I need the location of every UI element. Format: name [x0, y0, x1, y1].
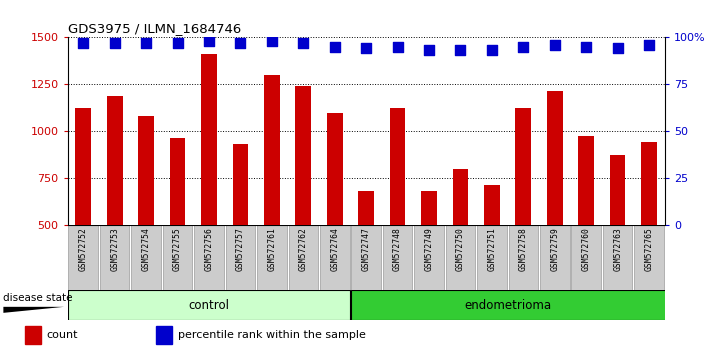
Text: GSM572764: GSM572764	[330, 227, 339, 271]
Point	[109, 40, 120, 46]
Text: GSM572750: GSM572750	[456, 227, 465, 271]
Bar	[132, 225, 161, 292]
Text: GSM572757: GSM572757	[236, 227, 245, 271]
Bar	[484, 185, 500, 319]
Bar	[634, 225, 664, 292]
Bar	[163, 225, 193, 292]
Point	[235, 40, 246, 46]
Text: count: count	[46, 330, 77, 341]
Text: GSM572763: GSM572763	[613, 227, 622, 271]
Point	[549, 42, 560, 47]
Bar	[603, 225, 632, 292]
Bar	[25, 326, 41, 344]
Text: disease state: disease state	[4, 293, 73, 303]
Text: GSM572759: GSM572759	[550, 227, 560, 271]
Bar	[138, 116, 154, 319]
Text: GSM572749: GSM572749	[424, 227, 434, 271]
Point	[203, 38, 215, 44]
Bar	[540, 225, 570, 292]
Text: GSM572755: GSM572755	[173, 227, 182, 271]
Bar	[264, 75, 279, 319]
Text: control: control	[188, 299, 230, 312]
Point	[612, 46, 624, 51]
Bar	[170, 138, 186, 319]
Point	[518, 44, 529, 50]
Bar	[572, 225, 601, 292]
Bar	[194, 225, 224, 292]
Bar	[257, 225, 287, 292]
Text: GSM572748: GSM572748	[393, 227, 402, 271]
Text: endometrioma: endometrioma	[464, 299, 551, 312]
Point	[455, 47, 466, 53]
Bar	[107, 96, 122, 319]
Text: GDS3975 / ILMN_1684746: GDS3975 / ILMN_1684746	[68, 22, 241, 35]
Bar	[327, 113, 343, 319]
Point	[643, 42, 655, 47]
Bar	[358, 191, 374, 319]
Bar	[610, 155, 626, 319]
Text: percentile rank within the sample: percentile rank within the sample	[178, 330, 365, 341]
Text: GSM572752: GSM572752	[79, 227, 87, 271]
Bar	[351, 225, 381, 292]
Text: GSM572762: GSM572762	[299, 227, 308, 271]
Bar	[547, 91, 562, 319]
Text: GSM572754: GSM572754	[141, 227, 151, 271]
Bar	[289, 225, 318, 292]
Bar	[421, 191, 437, 319]
Polygon shape	[4, 307, 64, 313]
Bar	[68, 290, 350, 320]
Bar	[201, 54, 217, 319]
Bar	[515, 108, 531, 319]
Bar	[390, 108, 405, 319]
Point	[77, 40, 89, 46]
Bar	[477, 225, 507, 292]
Point	[172, 40, 183, 46]
Bar	[320, 225, 350, 292]
Point	[423, 47, 434, 53]
Bar	[641, 142, 657, 319]
Bar	[100, 225, 129, 292]
Bar	[415, 225, 444, 292]
Point	[266, 38, 277, 44]
Bar	[578, 136, 594, 319]
Text: GSM572751: GSM572751	[488, 227, 496, 271]
Bar	[383, 225, 412, 292]
Bar	[453, 170, 469, 319]
Text: GSM572760: GSM572760	[582, 227, 591, 271]
Point	[392, 44, 403, 50]
Bar	[232, 144, 248, 319]
Point	[486, 47, 498, 53]
Point	[141, 40, 152, 46]
Text: GSM572747: GSM572747	[362, 227, 370, 271]
Point	[580, 44, 592, 50]
Bar	[508, 225, 538, 292]
Text: GSM572765: GSM572765	[645, 227, 653, 271]
Point	[298, 40, 309, 46]
Text: GSM572756: GSM572756	[205, 227, 213, 271]
Text: GSM572758: GSM572758	[519, 227, 528, 271]
Bar	[68, 225, 98, 292]
Bar	[351, 290, 665, 320]
Text: GSM572761: GSM572761	[267, 227, 277, 271]
Point	[360, 46, 372, 51]
Bar	[75, 108, 91, 319]
Point	[329, 44, 341, 50]
Text: GSM572753: GSM572753	[110, 227, 119, 271]
Bar	[296, 86, 311, 319]
Bar	[225, 225, 255, 292]
Bar	[156, 326, 172, 344]
Bar	[446, 225, 475, 292]
